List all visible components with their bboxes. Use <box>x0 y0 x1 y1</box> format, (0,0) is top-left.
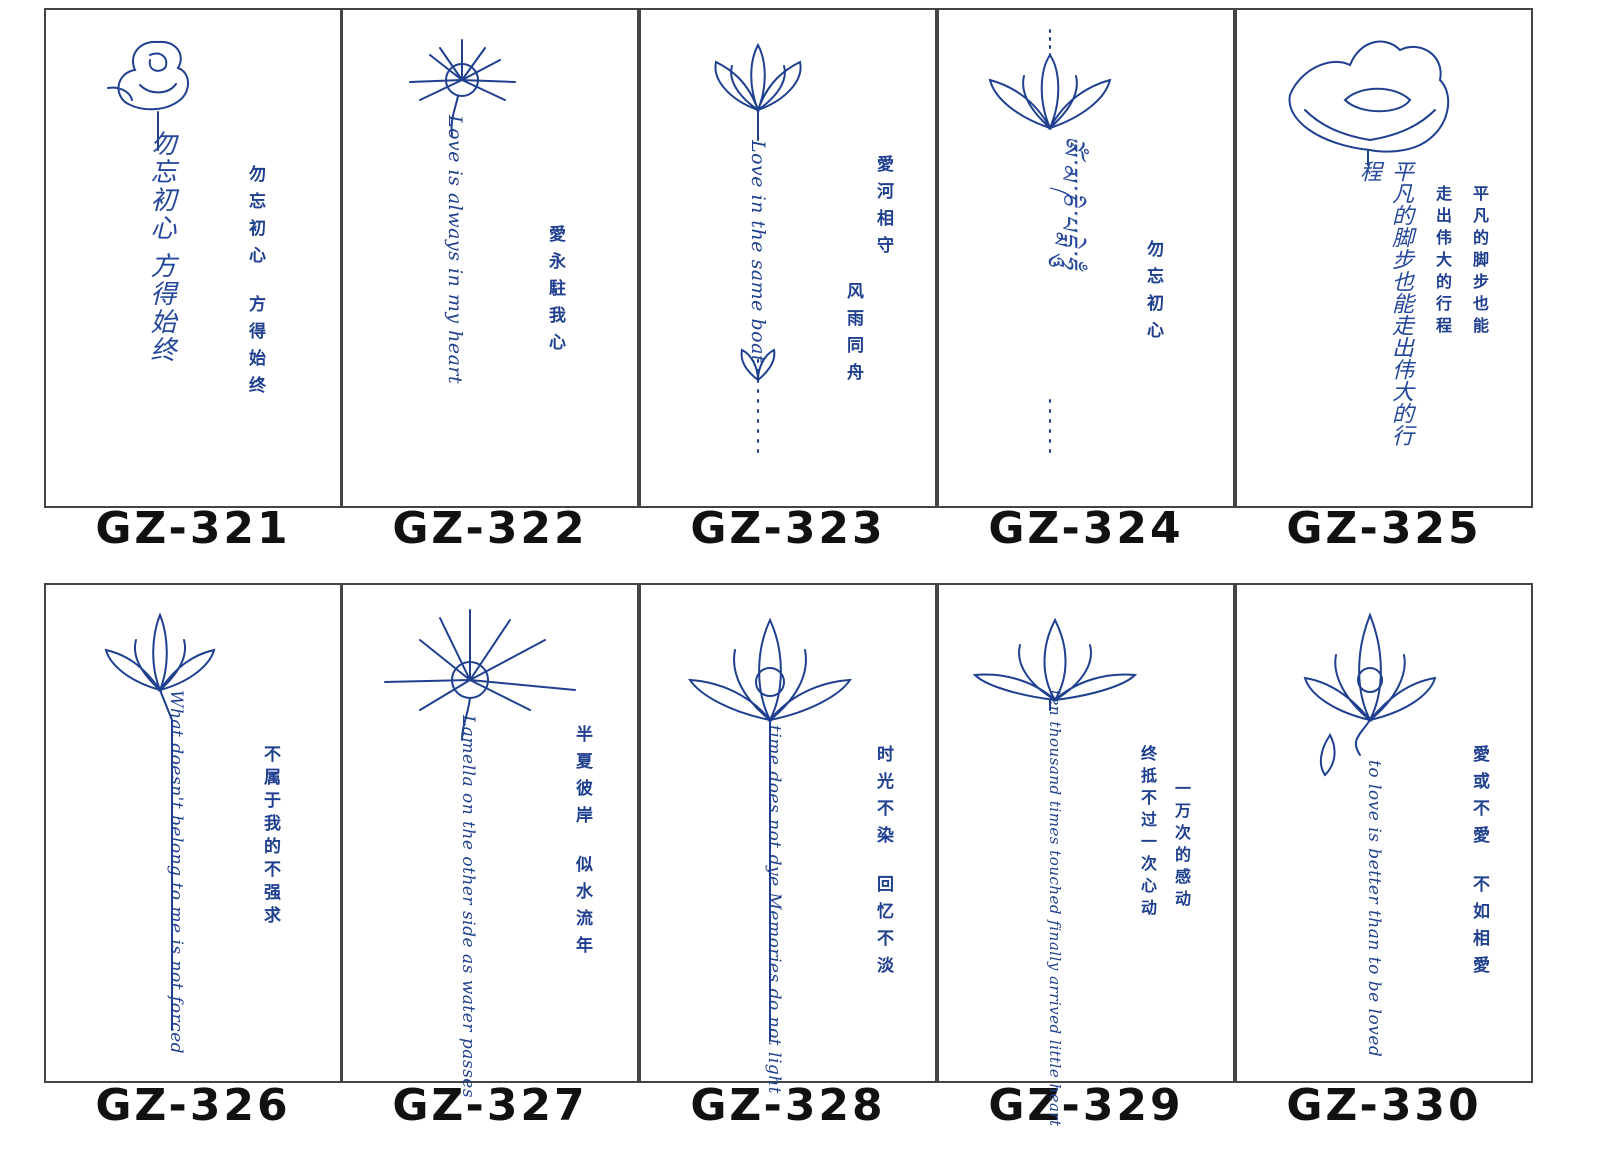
tattoo-card-2[interactable] <box>341 8 639 508</box>
chinese-caption: 勿忘初心 <box>1143 240 1163 348</box>
spider-lily-icon <box>409 39 516 136</box>
product-code: GZ-329 <box>988 1080 1184 1131</box>
spider-lily-icon <box>384 609 576 741</box>
tattoo-card-4[interactable] <box>937 8 1235 508</box>
lotus-icon <box>1303 612 1437 777</box>
product-code: GZ-321 <box>95 503 291 554</box>
product-code: GZ-324 <box>988 503 1184 554</box>
chinese-caption: 走出伟大的行程 <box>1433 185 1452 339</box>
chinese-caption: 回忆不淡 <box>873 875 893 983</box>
tattoo-card-8[interactable] <box>639 583 937 1083</box>
chinese-caption: 不属于我的不强求 <box>260 745 280 929</box>
product-code: GZ-323 <box>690 503 886 554</box>
tattoo-script: time does not dye Memories do not light <box>764 725 784 1095</box>
tattoo-card-1[interactable] <box>44 8 342 508</box>
tattoo-script: ཨོཾ་མ་ཎི་པདྨེ་ཧཱུྃ <box>1055 135 1083 271</box>
product-code: GZ-330 <box>1286 1080 1482 1131</box>
chinese-caption: 不如相愛 <box>1469 875 1489 983</box>
tattoo-script: What doesn't belong to me is not forced <box>166 690 186 1055</box>
chinese-caption: 愛或不愛 <box>1469 745 1489 853</box>
chinese-caption: 平凡的脚步也能 <box>1470 185 1489 339</box>
chinese-caption: 似水流年 <box>572 855 592 963</box>
lotus-icon <box>688 617 852 1041</box>
product-code: GZ-327 <box>392 1080 588 1131</box>
tattoo-script: Lamella on the other side as water passe… <box>458 715 478 1099</box>
chinese-caption: 风雨同舟 <box>843 282 863 390</box>
tattoo-script: 勿忘初心 方得始终 <box>146 130 176 365</box>
chinese-caption: 愛河相守 <box>873 155 893 263</box>
tattoo-script: ten thousand times touched finally arriv… <box>1046 690 1064 1127</box>
chinese-caption: 勿忘初心 <box>245 165 265 273</box>
tattoo-script: Love is always in my heart <box>444 115 466 385</box>
chinese-caption: 方得始终 <box>245 295 265 403</box>
rose-icon <box>107 40 189 151</box>
lotus-icon <box>714 42 802 461</box>
tattoo-script: Love in the same boat <box>747 140 769 364</box>
chinese-caption: 时光不染 <box>873 745 893 853</box>
lotus-icon <box>988 29 1112 461</box>
tattoo-card-7[interactable] <box>341 583 639 1083</box>
product-code: GZ-326 <box>95 1080 291 1131</box>
tattoo-card-10[interactable] <box>1235 583 1533 1083</box>
lotus-icon <box>104 612 216 1031</box>
tattoo-card-6[interactable] <box>44 583 342 1083</box>
lotus-icon <box>972 617 1138 711</box>
chinese-caption: 半夏彼岸 <box>572 725 592 833</box>
tattoo-script: to love is better than to be loved <box>1364 760 1384 1058</box>
product-code: GZ-325 <box>1286 503 1482 554</box>
chinese-caption: 终抵不过一次心动 <box>1138 745 1157 921</box>
chinese-caption: 一万次的感动 <box>1172 780 1191 912</box>
tattoo-card-9[interactable] <box>937 583 1235 1083</box>
tattoo-card-5[interactable] <box>1235 8 1533 508</box>
chinese-caption: 愛永駐我心 <box>545 225 565 360</box>
peony-icon <box>1288 40 1450 166</box>
tattoo-script: 平凡的脚步也能走出伟大的行程 <box>1356 160 1413 446</box>
product-code: GZ-328 <box>690 1080 886 1131</box>
product-code: GZ-322 <box>392 503 588 554</box>
